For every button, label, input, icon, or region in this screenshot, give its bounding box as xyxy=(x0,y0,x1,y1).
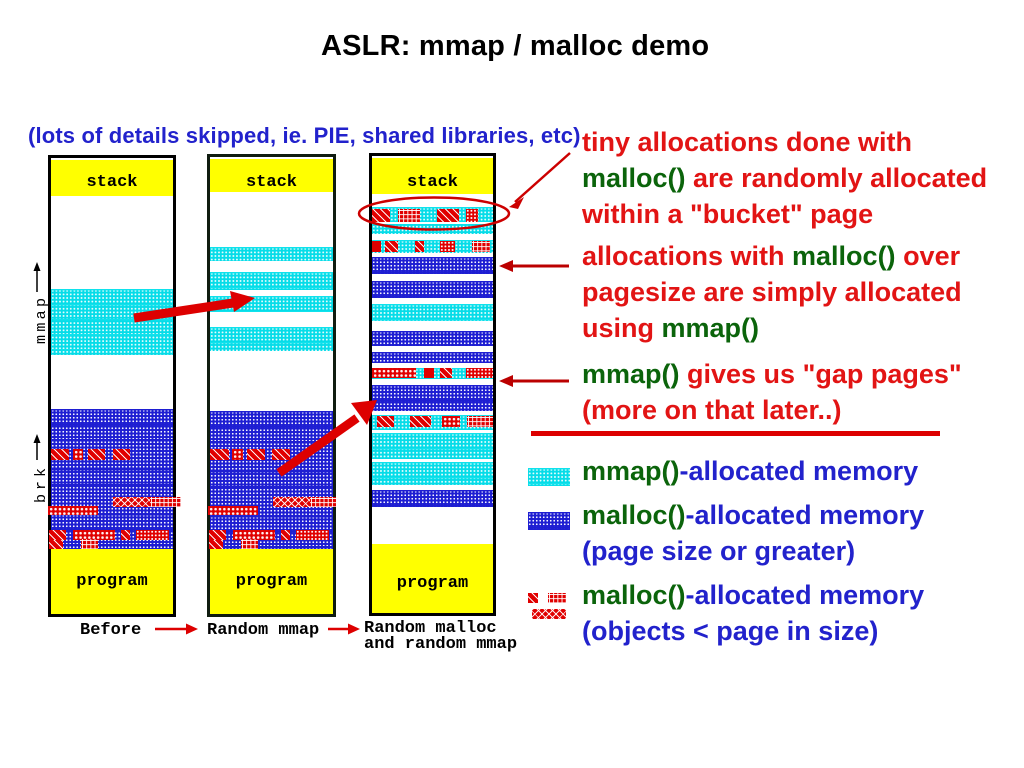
svg-text:brk: brk xyxy=(33,468,50,503)
svg-text:mmap: mmap xyxy=(33,298,50,344)
